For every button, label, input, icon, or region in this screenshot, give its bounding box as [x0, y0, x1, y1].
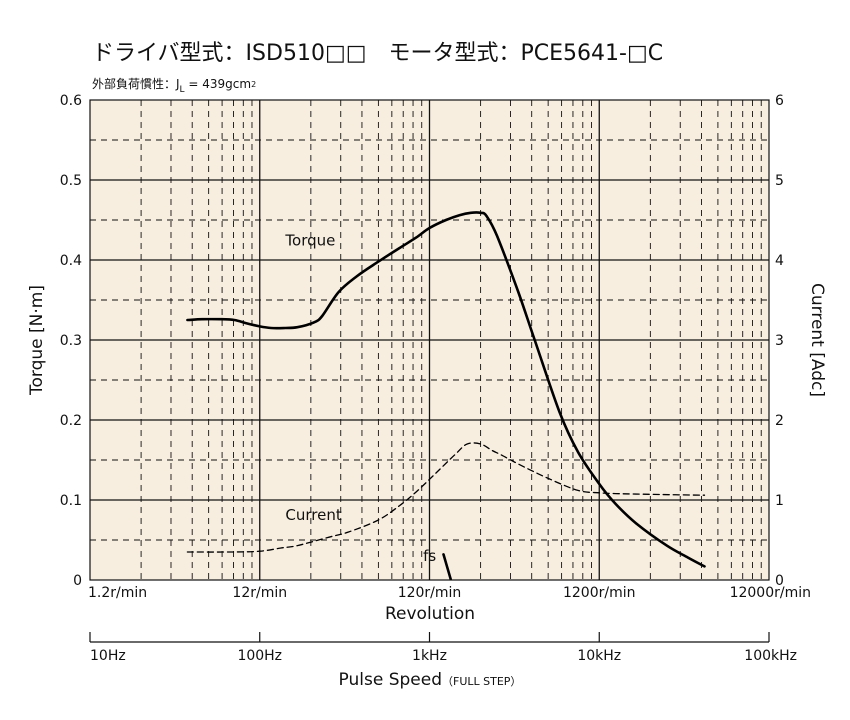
subtitle-subscript: L — [180, 85, 185, 95]
torque-annotation: Torque — [284, 232, 335, 250]
y-tick-label: 0 — [73, 573, 82, 589]
pulse-tick-label: 100Hz — [237, 648, 282, 664]
y2-axis-label: Current [Adc] — [807, 283, 827, 397]
subtitle-value: = 439gcm — [185, 77, 252, 91]
y2-tick-label: 3 — [775, 333, 784, 349]
y2-tick-label: 2 — [775, 413, 784, 429]
plot-frame — [89, 99, 770, 581]
current-curve — [186, 442, 706, 553]
current-annotation: Current — [285, 506, 341, 524]
y-tick-label: 0.3 — [60, 333, 82, 349]
pulse-tick-label: 10kHz — [577, 648, 621, 664]
tick-labels: 0 0.1 0.2 0.3 0.4 0.5 0.6 0 1 2 3 4 5 6 1.2r/min 12r/mi… — [60, 93, 811, 601]
y-tick-label: 0.2 — [60, 413, 82, 429]
pulse-speed-label-main: Pulse Speed — [339, 670, 442, 690]
chart-subtitle: 外部負荷慣性：JL = 439gcm2 — [92, 76, 256, 95]
chart-title: ドライバ型式：ISD510□□ モータ型式：PCE5641-□C — [92, 41, 663, 66]
subtitle-superscript: 2 — [251, 80, 256, 89]
y-tick-label: 0.5 — [60, 173, 82, 189]
fs-annotation: fs — [423, 547, 436, 565]
y-tick-label: 0.1 — [60, 493, 82, 509]
x-tick-label: 12000r/min — [730, 585, 811, 601]
pulse-speed-axis: 10Hz 100Hz 1kHz 10kHz 100kHz — [89, 632, 797, 664]
y-tick-label: 0.4 — [60, 253, 82, 269]
y2-tick-label: 1 — [775, 493, 784, 509]
pulse-speed-label-note: （FULL STEP） — [442, 675, 521, 688]
x-axis-label: Revolution — [385, 604, 475, 624]
grid — [90, 100, 769, 580]
y2-tick-label: 6 — [775, 93, 784, 109]
pulse-speed-label: Pulse Speed（FULL STEP） — [339, 670, 522, 690]
y-tick-label: 0.6 — [60, 93, 82, 109]
y2-tick-label: 0 — [775, 573, 784, 589]
series-layer — [186, 211, 706, 581]
pulse-tick-label: 10Hz — [90, 648, 126, 664]
pulse-tick-label: 100kHz — [744, 648, 797, 664]
y2-tick-label: 4 — [775, 253, 784, 269]
x-tick-label: 1200r/min — [563, 585, 636, 601]
pulse-tick-label: 1kHz — [412, 648, 447, 664]
torque-curve — [186, 211, 706, 568]
y2-tick-label: 5 — [775, 173, 784, 189]
fs-curve — [442, 553, 452, 581]
x-tick-label: 1.2r/min — [88, 585, 147, 601]
x-tick-label: 120r/min — [398, 585, 462, 601]
subtitle-prefix: 外部負荷慣性：J — [92, 76, 180, 91]
x-tick-label: 12r/min — [232, 585, 287, 601]
y-axis-label: Torque [N·m] — [27, 285, 47, 396]
